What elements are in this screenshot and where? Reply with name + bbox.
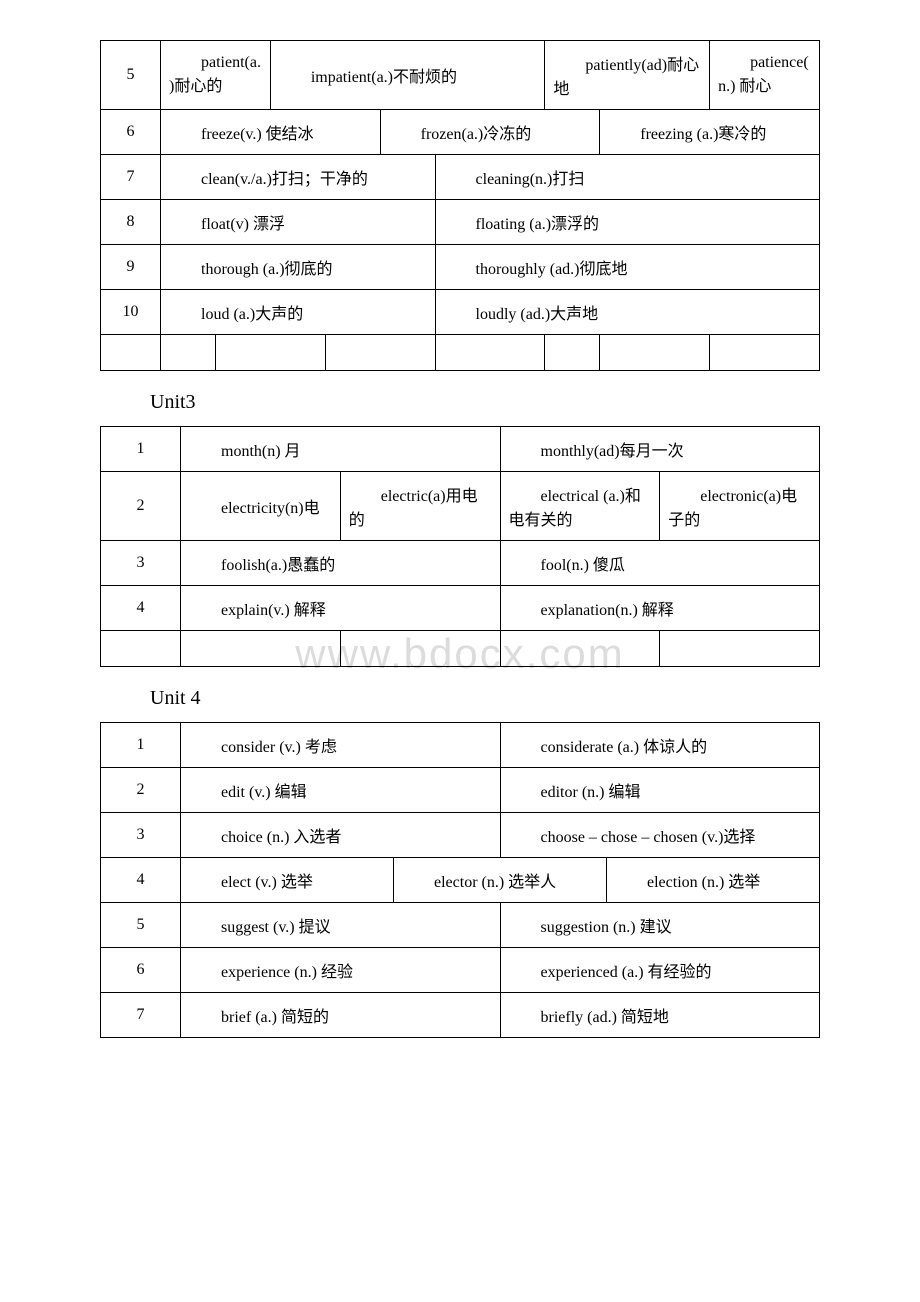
row-number: 4 bbox=[101, 858, 181, 903]
vocab-cell: electricity(n)电 bbox=[181, 472, 341, 541]
vocab-cell: edit (v.) 编辑 bbox=[181, 768, 501, 813]
vocab-cell: explain(v.) 解释 bbox=[181, 586, 501, 631]
vocab-cell: experienced (a.) 有经验的 bbox=[500, 948, 820, 993]
vocab-cell: consider (v.) 考虑 bbox=[181, 723, 501, 768]
table-row: 6 freeze(v.) 使结冰 frozen(a.)冷冻的 freezing … bbox=[101, 110, 820, 155]
vocab-cell: clean(v./a.)打扫；干净的 bbox=[161, 155, 436, 200]
table-row: 5 patient(a.)耐心的 impatient(a.)不耐烦的 patie… bbox=[101, 41, 820, 110]
row-number: 7 bbox=[101, 155, 161, 200]
vocab-cell: suggestion (n.) 建议 bbox=[500, 903, 820, 948]
row-number: 3 bbox=[101, 813, 181, 858]
vocab-table-1: 5 patient(a.)耐心的 impatient(a.)不耐烦的 patie… bbox=[100, 40, 820, 371]
row-number: 3 bbox=[101, 541, 181, 586]
row-number: 1 bbox=[101, 723, 181, 768]
vocab-cell: experience (n.) 经验 bbox=[181, 948, 501, 993]
table-row: 2 edit (v.) 编辑 editor (n.) 编辑 bbox=[101, 768, 820, 813]
table-row: 1 month(n) 月 monthly(ad)每月一次 bbox=[101, 427, 820, 472]
vocab-cell: briefly (ad.) 简短地 bbox=[500, 993, 820, 1038]
vocab-cell: suggest (v.) 提议 bbox=[181, 903, 501, 948]
table-row-empty bbox=[101, 631, 820, 667]
vocab-cell: float(v) 漂浮 bbox=[161, 200, 436, 245]
vocab-cell: editor (n.) 编辑 bbox=[500, 768, 820, 813]
vocab-table-unit4: 1 consider (v.) 考虑 considerate (a.) 体谅人的… bbox=[100, 722, 820, 1038]
table-row: 5 suggest (v.) 提议 suggestion (n.) 建议 bbox=[101, 903, 820, 948]
table-row: 1 consider (v.) 考虑 considerate (a.) 体谅人的 bbox=[101, 723, 820, 768]
vocab-cell: patience(n.) 耐心 bbox=[710, 41, 820, 110]
vocab-cell: loudly (ad.)大声地 bbox=[435, 290, 819, 335]
row-number: 6 bbox=[101, 948, 181, 993]
table-row: 2 electricity(n)电 electric(a)用电的 electri… bbox=[101, 472, 820, 541]
row-number: 10 bbox=[101, 290, 161, 335]
vocab-cell: cleaning(n.)打扫 bbox=[435, 155, 819, 200]
table-row: 8 float(v) 漂浮 floating (a.)漂浮的 bbox=[101, 200, 820, 245]
unit3-title: Unit3 bbox=[150, 391, 820, 414]
vocab-cell: foolish(a.)愚蠢的 bbox=[181, 541, 501, 586]
vocab-cell: electronic(a)电子的 bbox=[660, 472, 820, 541]
vocab-cell: loud (a.)大声的 bbox=[161, 290, 436, 335]
table-row-empty bbox=[101, 335, 820, 371]
vocab-cell: impatient(a.)不耐烦的 bbox=[270, 41, 545, 110]
vocab-cell: monthly(ad)每月一次 bbox=[500, 427, 820, 472]
vocab-cell: floating (a.)漂浮的 bbox=[435, 200, 819, 245]
table-row: 7 clean(v./a.)打扫；干净的 cleaning(n.)打扫 bbox=[101, 155, 820, 200]
table-row: 7 brief (a.) 简短的 briefly (ad.) 简短地 bbox=[101, 993, 820, 1038]
vocab-cell: elect (v.) 选举 bbox=[181, 858, 394, 903]
row-number: 6 bbox=[101, 110, 161, 155]
vocab-cell: frozen(a.)冷冻的 bbox=[380, 110, 600, 155]
vocab-cell: explanation(n.) 解释 bbox=[500, 586, 820, 631]
vocab-cell: thorough (a.)彻底的 bbox=[161, 245, 436, 290]
row-number: 1 bbox=[101, 427, 181, 472]
vocab-cell: considerate (a.) 体谅人的 bbox=[500, 723, 820, 768]
vocab-cell: electric(a)用电的 bbox=[340, 472, 500, 541]
vocab-cell: electrical (a.)和电有关的 bbox=[500, 472, 660, 541]
table-row: 9 thorough (a.)彻底的 thoroughly (ad.)彻底地 bbox=[101, 245, 820, 290]
vocab-cell: freeze(v.) 使结冰 bbox=[161, 110, 381, 155]
table-row: 4 explain(v.) 解释 explanation(n.) 解释 bbox=[101, 586, 820, 631]
table-row: 6 experience (n.) 经验 experienced (a.) 有经… bbox=[101, 948, 820, 993]
vocab-cell: month(n) 月 bbox=[181, 427, 501, 472]
vocab-cell: election (n.) 选举 bbox=[607, 858, 820, 903]
row-number: 8 bbox=[101, 200, 161, 245]
vocab-cell: elector (n.) 选举人 bbox=[394, 858, 607, 903]
vocab-cell: freezing (a.)寒冷的 bbox=[600, 110, 820, 155]
vocab-cell: patiently(ad)耐心地 bbox=[545, 41, 710, 110]
row-number: 5 bbox=[101, 903, 181, 948]
unit4-title: Unit 4 bbox=[150, 687, 820, 710]
vocab-cell: fool(n.) 傻瓜 bbox=[500, 541, 820, 586]
table-row: 10 loud (a.)大声的 loudly (ad.)大声地 bbox=[101, 290, 820, 335]
row-number: 7 bbox=[101, 993, 181, 1038]
document-page: www.bdocx.com 5 patient(a.)耐心的 impatient… bbox=[100, 40, 820, 1038]
row-number: 5 bbox=[101, 41, 161, 110]
vocab-cell: thoroughly (ad.)彻底地 bbox=[435, 245, 819, 290]
vocab-table-unit3: 1 month(n) 月 monthly(ad)每月一次 2 electrici… bbox=[100, 426, 820, 667]
vocab-cell: patient(a.)耐心的 bbox=[161, 41, 271, 110]
row-number: 9 bbox=[101, 245, 161, 290]
row-number: 2 bbox=[101, 472, 181, 541]
table-row: 3 choice (n.) 入选者 choose – chose – chose… bbox=[101, 813, 820, 858]
table-row: 3 foolish(a.)愚蠢的 fool(n.) 傻瓜 bbox=[101, 541, 820, 586]
vocab-cell: choose – chose – chosen (v.)选择 bbox=[500, 813, 820, 858]
vocab-cell: choice (n.) 入选者 bbox=[181, 813, 501, 858]
row-number: 4 bbox=[101, 586, 181, 631]
vocab-cell: brief (a.) 简短的 bbox=[181, 993, 501, 1038]
row-number: 2 bbox=[101, 768, 181, 813]
table-row: 4 elect (v.) 选举 elector (n.) 选举人 electio… bbox=[101, 858, 820, 903]
